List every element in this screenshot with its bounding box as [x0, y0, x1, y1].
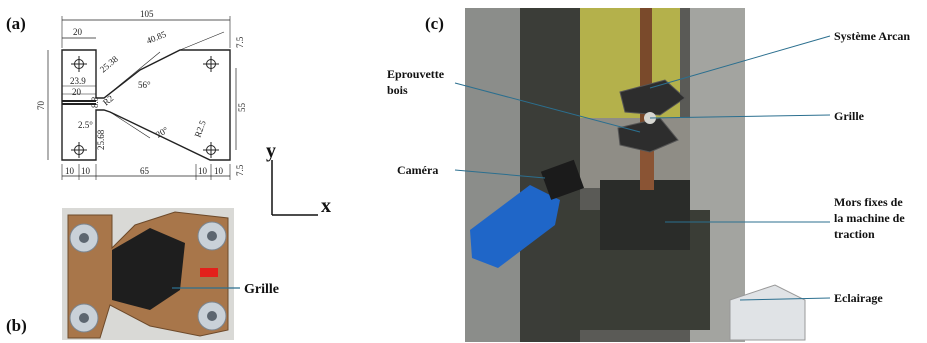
panel-label-b: (b) — [6, 316, 27, 335]
dim-right-height: 55 — [237, 103, 247, 113]
label-eclairage: Eclairage — [834, 291, 883, 305]
hole-top-right — [203, 56, 219, 72]
label-mors-2: la machine de — [834, 211, 905, 225]
label-arcan: Système Arcan — [834, 29, 910, 43]
label-grille: Grille — [834, 109, 865, 123]
photo-b-grid-label: Grille — [244, 282, 279, 297]
label-camera: Caméra — [397, 163, 438, 177]
dim-bottom-left-1: 10 — [65, 166, 75, 176]
hole-bottom-right — [203, 142, 219, 158]
dim-hole-radius: R2.5 — [192, 119, 207, 139]
dim-bottom-middle: 65 — [140, 166, 150, 176]
dim-overall-width: 105 — [140, 9, 154, 19]
dim-upper-angle-segment: 25.38 — [98, 54, 120, 75]
photo-b-red-marker — [200, 268, 218, 277]
photo-b: Grille — [62, 208, 279, 340]
panel-label-c: (c) — [425, 14, 444, 33]
axis-x-label: x — [321, 195, 331, 217]
photo-c — [454, 8, 831, 342]
dim-left-upper-height: 23.9 — [70, 76, 86, 86]
axis-y-label: y — [266, 140, 276, 162]
dim-right-top-edge: 7.5 — [235, 36, 245, 48]
xy-axes: y x — [266, 140, 331, 217]
hole-top-left — [71, 56, 87, 72]
dim-lower-angle-label: 2.5° — [78, 120, 93, 130]
dim-left-notch-width: 20 — [72, 87, 82, 97]
dim-bottom-right-1: 10 — [198, 166, 208, 176]
dim-lower-angle: 20° — [154, 125, 170, 140]
dim-bottom-left-2: 10 — [81, 166, 91, 176]
photo-b-grid-area — [112, 228, 185, 310]
label-mors-3: traction — [834, 227, 875, 241]
dim-notch-depth: 8.8 — [90, 96, 100, 108]
dim-bottom-right-2: 10 — [214, 166, 224, 176]
photo-c-camera — [470, 185, 560, 268]
label-mors-1: Mors fixes de — [834, 195, 903, 209]
specimen-drawing — [47, 16, 237, 180]
dim-lower-segment: 25.68 — [96, 129, 106, 150]
dim-notch-radius: R2 — [101, 93, 115, 107]
photo-c-arcan-upper — [619, 79, 686, 116]
panel-label-a: (a) — [6, 14, 26, 33]
label-eprouvette-1: Eprouvette — [387, 67, 445, 81]
specimen-outline — [61, 49, 231, 161]
dim-left-grip-width: 20 — [73, 27, 83, 37]
dim-right-top-length: 40.85 — [145, 29, 168, 46]
hole-bottom-left — [71, 142, 87, 158]
dim-height: 70 — [36, 101, 46, 111]
dim-upper-angle: 56° — [138, 80, 151, 90]
photo-c-leaders — [454, 35, 831, 301]
label-eprouvette-2: bois — [387, 83, 408, 97]
photo-c-annotations: Système Arcan Eprouvette bois Grille Cam… — [387, 29, 910, 305]
dim-right-bottom-edge: 7.5 — [235, 164, 245, 176]
